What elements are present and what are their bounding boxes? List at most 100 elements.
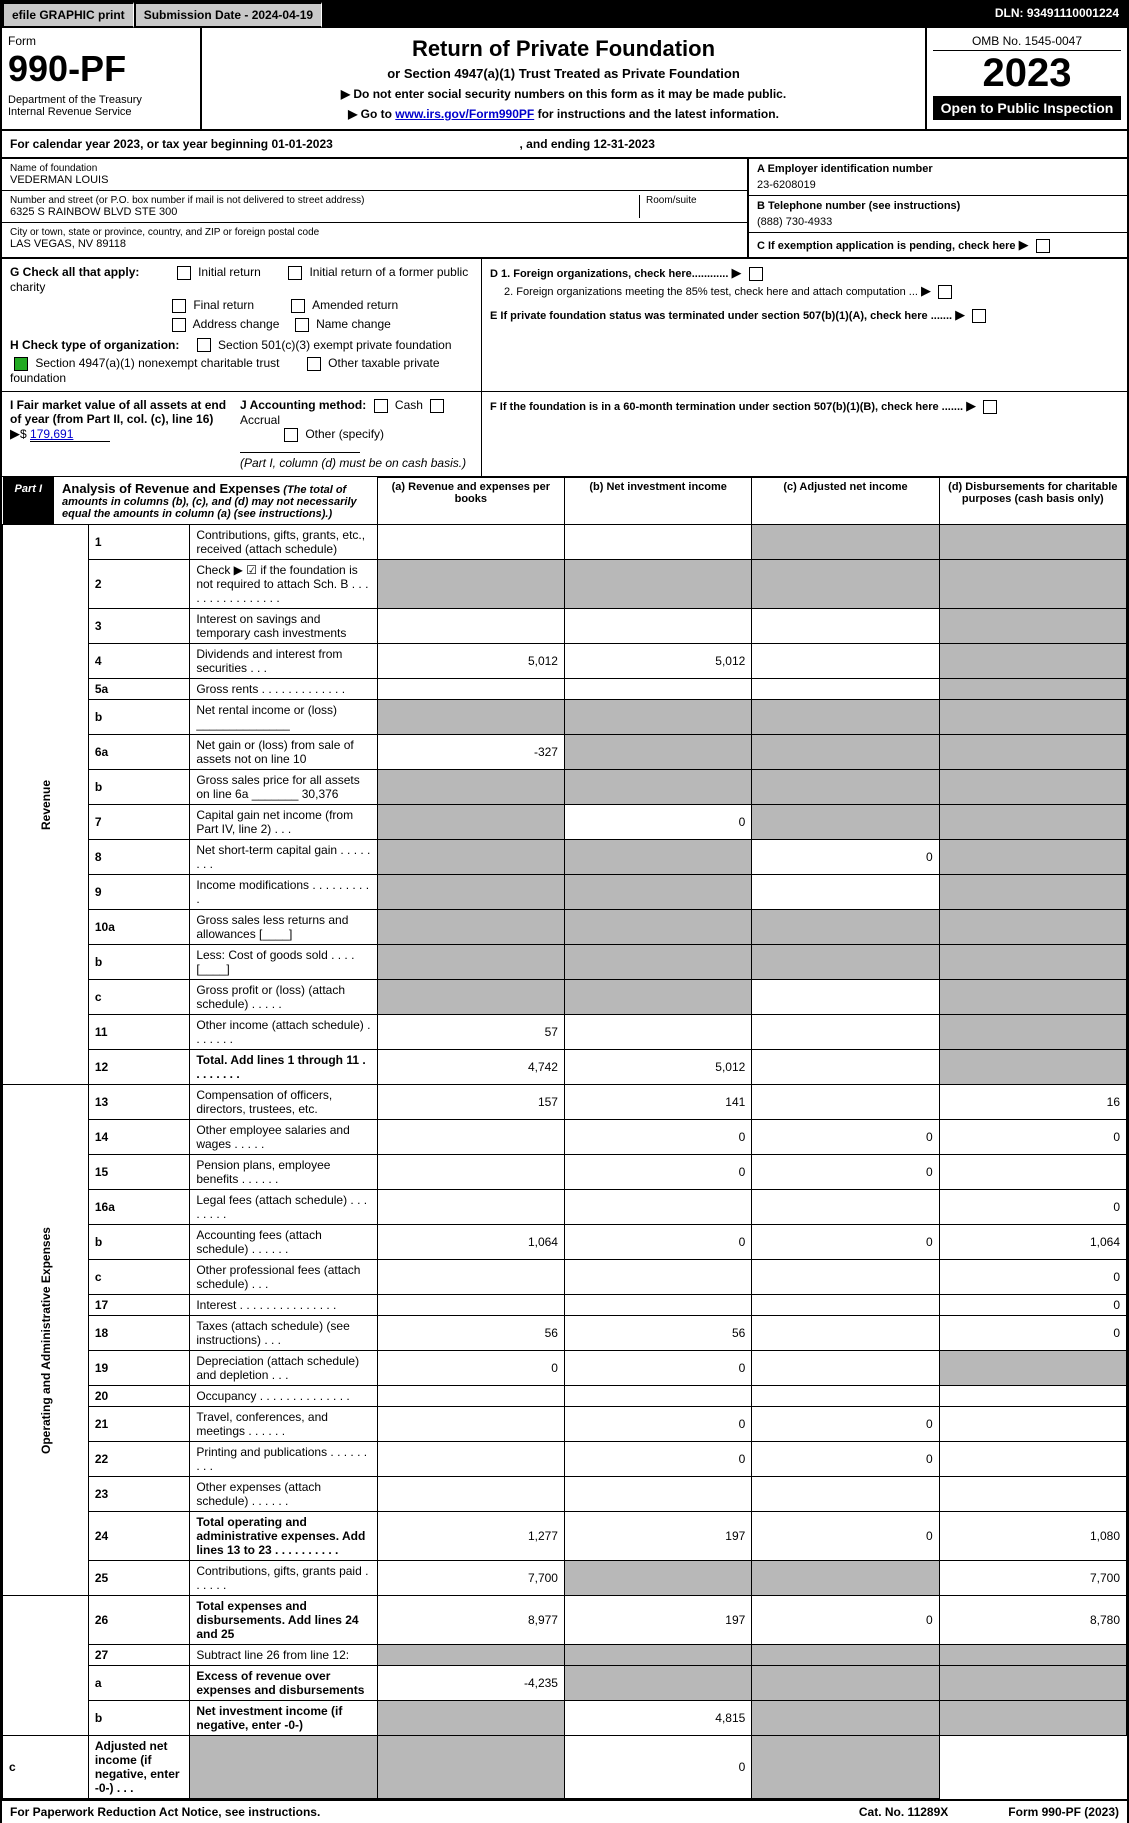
line-description: Income modifications . . . . . . . . . . — [190, 875, 377, 910]
line-4: 4Dividends and interest from securities … — [3, 644, 1127, 679]
line-description: Gross sales price for all assets on line… — [190, 770, 377, 805]
line-c: cOther professional fees (attach schedul… — [3, 1260, 1127, 1295]
accrual-checkbox[interactable] — [430, 399, 444, 413]
amount-col-c — [752, 805, 939, 840]
g-label: G Check all that apply: — [10, 265, 139, 279]
addr-change-checkbox[interactable] — [172, 318, 186, 332]
foundation-name-box: Name of foundation VEDERMAN LOUIS — [2, 159, 747, 191]
line-number: 1 — [88, 525, 189, 560]
tel-box: B Telephone number (see instructions) (8… — [749, 196, 1127, 233]
dln: DLN: 93491110001224 — [987, 2, 1127, 28]
amount-col-c — [752, 910, 939, 945]
final-checkbox[interactable] — [172, 299, 186, 313]
amount-col-c: 0 — [752, 1407, 939, 1442]
amount-col-b — [564, 1645, 751, 1666]
line-number: 21 — [88, 1407, 189, 1442]
amount-col-d: 8,780 — [939, 1596, 1126, 1645]
amount-col-a — [377, 875, 564, 910]
line-number: 13 — [88, 1085, 189, 1120]
note-link: ▶ Go to www.irs.gov/Form990PF for instru… — [210, 107, 917, 121]
efile-print-button[interactable]: efile GRAPHIC print — [2, 2, 134, 28]
line-number: 6a — [88, 735, 189, 770]
amount-col-d — [939, 1351, 1126, 1386]
amount-col-d — [939, 945, 1126, 980]
amount-col-d — [939, 1477, 1126, 1512]
amount-col-b — [564, 1561, 751, 1596]
amount-col-a — [377, 1407, 564, 1442]
room-label: Room/suite — [646, 195, 739, 206]
line-description: Net rental income or (loss) ____________… — [190, 700, 377, 735]
line-b: bNet investment income (if negative, ent… — [3, 1701, 1127, 1736]
amount-col-d — [939, 560, 1126, 609]
line-21: 21Travel, conferences, and meetings . . … — [3, 1407, 1127, 1442]
other-tax-checkbox[interactable] — [307, 357, 321, 371]
amount-col-a: 1,277 — [377, 1512, 564, 1561]
line-number: 4 — [88, 644, 189, 679]
i-j-section: I Fair market value of all assets at end… — [2, 392, 482, 476]
line-description: Adjusted net income (if negative, enter … — [88, 1736, 189, 1799]
name-change-checkbox[interactable] — [295, 318, 309, 332]
line-26: 26Total expenses and disbursements. Add … — [3, 1596, 1127, 1645]
revenue-section-label: Revenue — [3, 525, 89, 1085]
spacer-cell — [3, 1596, 89, 1736]
501c3-label: Section 501(c)(3) exempt private foundat… — [218, 338, 451, 352]
amount-col-a: 1,064 — [377, 1225, 564, 1260]
name-label: Name of foundation — [10, 163, 739, 174]
line-number: c — [3, 1736, 89, 1799]
amount-col-d: 0 — [939, 1120, 1126, 1155]
amended-checkbox[interactable] — [291, 299, 305, 313]
e-checkbox[interactable] — [972, 309, 986, 323]
line-description: Other expenses (attach schedule) . . . .… — [190, 1477, 377, 1512]
amount-col-b: 0 — [564, 1351, 751, 1386]
line-number: 9 — [88, 875, 189, 910]
amount-col-d — [939, 700, 1126, 735]
amount-col-d — [939, 525, 1126, 560]
amount-col-d — [939, 644, 1126, 679]
501c3-checkbox[interactable] — [197, 338, 211, 352]
line-number: 26 — [88, 1596, 189, 1645]
c-checkbox[interactable] — [1036, 239, 1050, 253]
f-label: F If the foundation is in a 60-month ter… — [490, 401, 963, 413]
4947-checkbox[interactable] — [14, 357, 28, 371]
amount-col-a — [377, 945, 564, 980]
amount-col-a — [377, 1645, 564, 1666]
accrual-label: Accrual — [240, 413, 280, 427]
amount-col-b: 0 — [564, 805, 751, 840]
irs-link[interactable]: www.irs.gov/Form990PF — [395, 107, 534, 121]
j-label: J Accounting method: — [240, 398, 366, 412]
d1-checkbox[interactable] — [749, 267, 763, 281]
amount-col-d — [939, 1645, 1126, 1666]
amount-col-b — [377, 1736, 564, 1799]
amount-col-c — [752, 1050, 939, 1085]
amount-col-d — [939, 679, 1126, 700]
initial-checkbox[interactable] — [177, 266, 191, 280]
fmv-link[interactable]: 179,691 — [30, 427, 110, 442]
d2-checkbox[interactable] — [938, 285, 952, 299]
amount-col-c — [752, 1190, 939, 1225]
line-number: c — [88, 980, 189, 1015]
other-method-checkbox[interactable] — [284, 428, 298, 442]
paperwork-notice: For Paperwork Reduction Act Notice, see … — [10, 1805, 320, 1819]
col-d-header: (d) Disbursements for charitable purpose… — [939, 477, 1126, 525]
amount-col-b — [564, 1260, 751, 1295]
line-number: a — [88, 1666, 189, 1701]
initial-former-checkbox[interactable] — [288, 266, 302, 280]
entity-block: Name of foundation VEDERMAN LOUIS Number… — [2, 159, 1127, 259]
amount-col-d — [939, 805, 1126, 840]
line-description: Pension plans, employee benefits . . . .… — [190, 1155, 377, 1190]
line-number: 16a — [88, 1190, 189, 1225]
amount-col-b: 5,012 — [564, 1050, 751, 1085]
f-checkbox[interactable] — [983, 400, 997, 414]
amount-col-a: 8,977 — [377, 1596, 564, 1645]
amount-col-b — [564, 770, 751, 805]
line-number: b — [88, 770, 189, 805]
amount-col-c — [752, 945, 939, 980]
line-18: 18Taxes (attach schedule) (see instructi… — [3, 1316, 1127, 1351]
line-number: b — [88, 1225, 189, 1260]
line-number: 7 — [88, 805, 189, 840]
form-ref: Form 990-PF (2023) — [1008, 1805, 1119, 1819]
cash-checkbox[interactable] — [374, 399, 388, 413]
amount-col-b — [564, 679, 751, 700]
amount-col-b — [564, 560, 751, 609]
amended-label: Amended return — [312, 298, 398, 312]
